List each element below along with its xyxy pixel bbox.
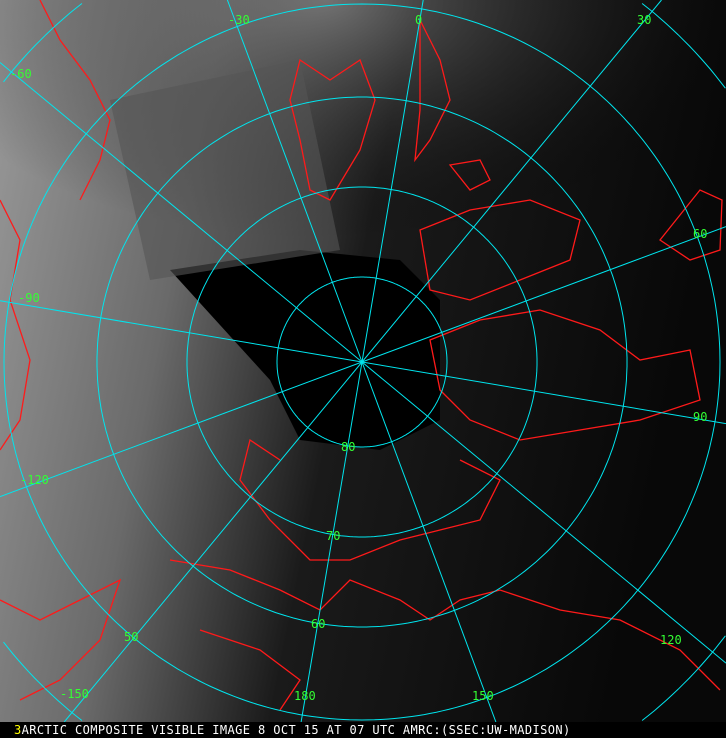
meridian-line bbox=[300, 361, 363, 722]
latitude-label: 60 bbox=[311, 617, 325, 631]
longitude-label: 180 bbox=[294, 689, 316, 703]
longitude-label: -30 bbox=[228, 13, 250, 27]
frame-number: 3 bbox=[14, 723, 22, 737]
graticule bbox=[0, 0, 726, 722]
latitude-label: 50 bbox=[124, 630, 138, 644]
coastlines bbox=[0, 0, 723, 711]
satellite-map: -30 0 30 -60 60 -90 90 -120 120 -150 150 180 80 70 60 5… bbox=[0, 0, 726, 722]
meridian-line bbox=[226, 0, 363, 363]
latitude-circle bbox=[641, 3, 726, 89]
longitude-label: -150 bbox=[60, 687, 89, 701]
meridian-line bbox=[0, 62, 363, 363]
latitude-circle bbox=[3, 641, 83, 721]
graticule-labels: -30 0 30 -60 60 -90 90 -120 120 -150 150 180 80 70 60 5… bbox=[10, 13, 707, 703]
longitude-label: 120 bbox=[660, 633, 682, 647]
image-swath bbox=[110, 60, 340, 280]
meridian-line bbox=[361, 0, 424, 363]
latitude-circle bbox=[276, 276, 448, 448]
image-caption: 3ARCTIC COMPOSITE VISIBLE IMAGE 8 OCT 15… bbox=[0, 722, 726, 738]
meridian-line bbox=[361, 0, 662, 363]
latitude-circle bbox=[96, 96, 628, 628]
longitude-label: -90 bbox=[18, 291, 40, 305]
meridian-line bbox=[361, 226, 726, 363]
longitude-label: 60 bbox=[693, 227, 707, 241]
longitude-label: 90 bbox=[693, 410, 707, 424]
meridian-line bbox=[361, 361, 497, 722]
latitude-circle bbox=[3, 3, 721, 721]
meridian-line bbox=[0, 300, 363, 363]
longitude-label: -120 bbox=[20, 473, 49, 487]
latitude-circle bbox=[3, 3, 83, 83]
latitude-circle bbox=[641, 635, 726, 721]
meridian-line bbox=[0, 361, 363, 498]
longitude-label: 30 bbox=[637, 13, 651, 27]
longitude-label: -60 bbox=[10, 67, 32, 81]
latitude-label: 80 bbox=[341, 440, 355, 454]
caption-text: ARCTIC COMPOSITE VISIBLE IMAGE 8 OCT 15 … bbox=[21, 723, 571, 737]
longitude-label: 150 bbox=[472, 689, 494, 703]
longitude-label: 0 bbox=[415, 13, 422, 27]
meridian-line bbox=[63, 361, 363, 722]
latitude-label: 70 bbox=[326, 529, 340, 543]
meridian-line bbox=[361, 361, 726, 664]
latitude-circle bbox=[186, 186, 538, 538]
meridian-line bbox=[361, 361, 726, 425]
